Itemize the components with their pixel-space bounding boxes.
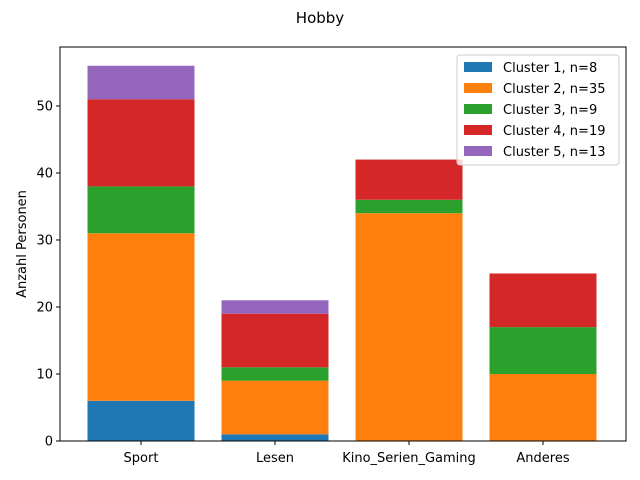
bar-cluster-3-anderes — [489, 327, 597, 374]
bar-cluster-4-kino-serien-gaming — [355, 159, 463, 200]
bar-cluster-3-kino-serien-gaming — [355, 199, 463, 214]
y-axis: 0 10 20 30 40 50 — [36, 99, 60, 450]
bar-cluster-3-sport — [87, 186, 195, 234]
bar-cluster-2-kino-serien-gaming — [355, 213, 463, 441]
x-tick-label: Anderes — [516, 451, 569, 466]
bar-cluster-4-sport — [87, 99, 195, 187]
x-axis: Sport Lesen Kino_Serien_Gaming Anderes — [124, 441, 570, 466]
legend-swatch — [464, 146, 492, 156]
bar-cluster-5-sport — [87, 65, 195, 100]
x-tick-label: Sport — [124, 451, 159, 466]
bar-cluster-2-anderes — [489, 373, 597, 441]
y-tick-label: 50 — [36, 99, 53, 114]
bar-cluster-1-lesen — [221, 434, 329, 441]
legend-label: Cluster 2, n=35 — [503, 82, 605, 97]
y-axis-label: Anzahl Personen — [15, 190, 30, 298]
legend-label: Cluster 5, n=13 — [503, 145, 605, 160]
x-tick-label: Lesen — [256, 451, 294, 466]
legend-label: Cluster 3, n=9 — [503, 103, 597, 118]
y-tick-label: 10 — [36, 367, 53, 382]
plot-frame — [59, 46, 627, 442]
y-tick-label: 30 — [36, 233, 53, 248]
y-tick-label: 40 — [36, 166, 53, 181]
legend-swatch — [464, 104, 492, 114]
y-tick-label: 0 — [45, 435, 53, 450]
bar-cluster-1-sport — [87, 400, 195, 441]
bar-cluster-4-lesen — [221, 313, 329, 368]
x-tick-label: Kino_Serien_Gaming — [342, 451, 476, 466]
legend-label: Cluster 1, n=8 — [503, 61, 597, 76]
legend-swatch — [464, 125, 492, 135]
bar-cluster-4-anderes — [489, 273, 597, 328]
bar-cluster-5-lesen — [221, 300, 329, 314]
bar-cluster-3-lesen — [221, 367, 329, 381]
legend-label: Cluster 4, n=19 — [503, 124, 605, 139]
legend-swatch — [464, 83, 492, 93]
bar-cluster-2-sport — [87, 233, 195, 401]
legend-swatch — [464, 62, 492, 72]
legend-box — [456, 54, 620, 166]
y-tick-label: 20 — [36, 300, 53, 315]
bars-group — [87, 65, 597, 441]
legend: Cluster 1, n=8 Cluster 2, n=35 Cluster 3, … — [456, 54, 620, 166]
bar-cluster-2-lesen — [221, 380, 329, 435]
chart-title: Hobby — [296, 9, 344, 27]
